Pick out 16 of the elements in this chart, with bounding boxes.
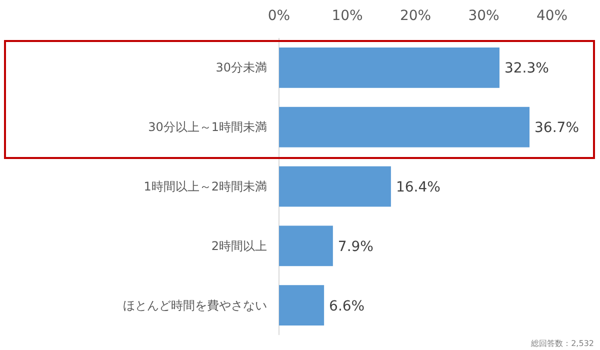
data-label: 36.7% [534, 120, 579, 136]
category: ほとんど時間を費やさない [123, 298, 267, 312]
data-label: 16.4% [396, 180, 440, 196]
data-label: 7.9% [338, 238, 374, 255]
x-tick: 20% [400, 8, 432, 24]
data-label: 6.6% [329, 298, 365, 314]
text: 総回答数：2,532 [530, 339, 594, 348]
x-tick: 40% [536, 8, 568, 24]
category: 30分以上～1時間未満 [148, 120, 267, 134]
x-tick: 10% [332, 8, 363, 24]
category: 1時間以上～2時間未満 [144, 180, 267, 194]
data-label: 32.3% [504, 60, 549, 77]
x-tick: 30% [468, 8, 500, 24]
x-tick: 0% [268, 8, 290, 24]
category: 2時間以上 [211, 238, 267, 253]
category: 30分未満 [216, 60, 267, 75]
